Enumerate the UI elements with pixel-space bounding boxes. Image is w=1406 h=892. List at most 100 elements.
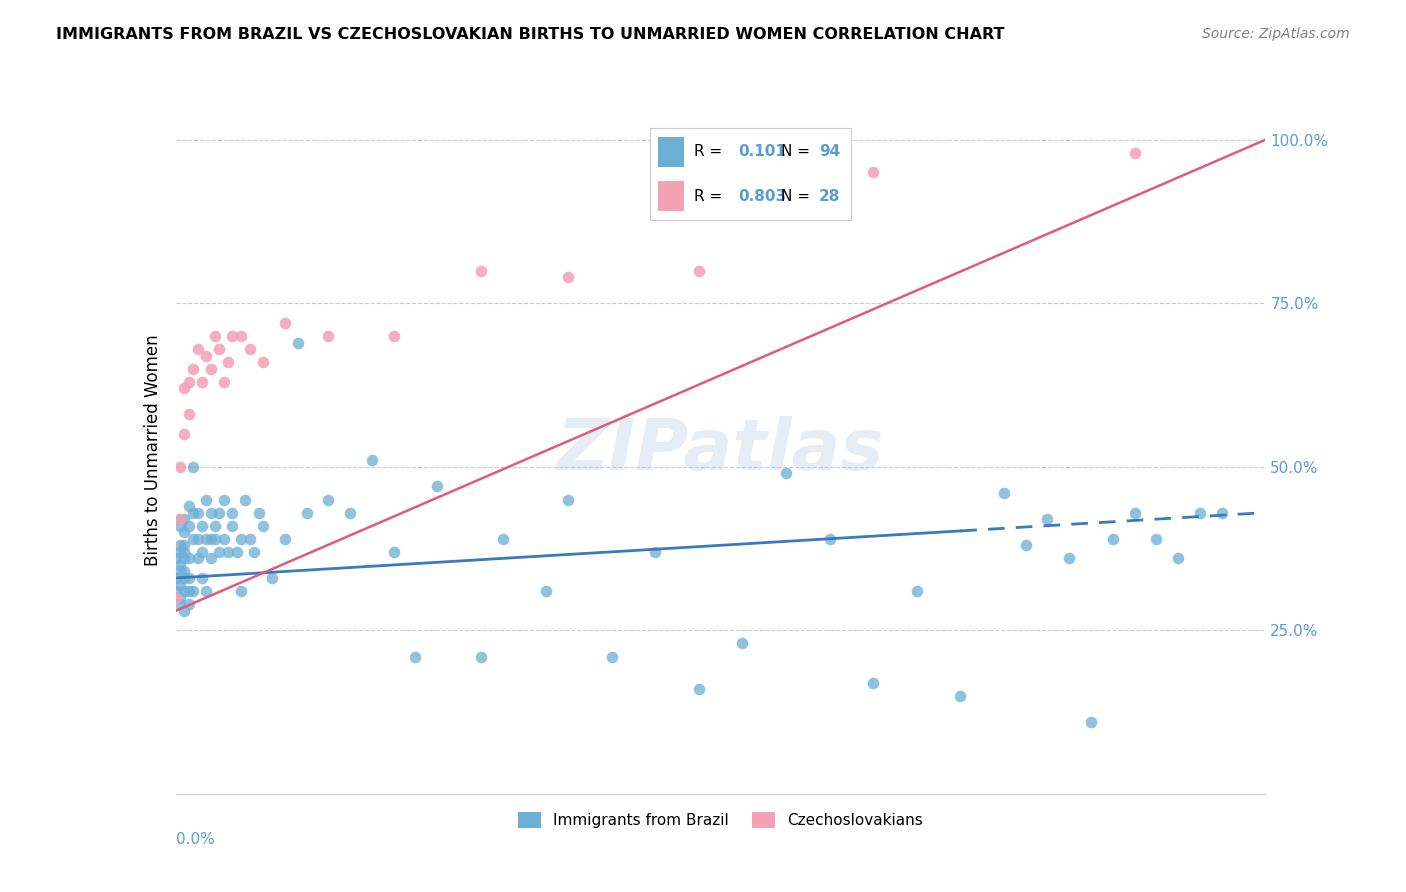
Point [862, 165, 884, 179]
Point [195, 532, 218, 546]
Point [231, 532, 253, 546]
Point [221, 518, 243, 533]
Point [775, 467, 797, 481]
Point [181, 506, 204, 520]
Point [231, 329, 253, 343]
Point [173, 571, 195, 585]
Text: IMMIGRANTS FROM BRAZIL VS CZECHOSLOVAKIAN BIRTHS TO UNMARRIED WOMEN CORRELATION : IMMIGRANTS FROM BRAZIL VS CZECHOSLOVAKIA… [56, 27, 1005, 42]
Point [169, 545, 191, 559]
Point [239, 532, 262, 546]
Point [169, 512, 191, 526]
Point [1080, 714, 1102, 729]
Point [191, 545, 214, 559]
Point [169, 538, 191, 552]
Point [181, 532, 204, 546]
Point [221, 329, 243, 343]
Point [169, 459, 191, 474]
Text: ZIPatlas: ZIPatlas [557, 416, 884, 485]
Point [318, 492, 340, 507]
Point [195, 349, 218, 363]
Point [177, 375, 200, 389]
Point [191, 518, 214, 533]
Text: Source: ZipAtlas.com: Source: ZipAtlas.com [1202, 27, 1350, 41]
Point [165, 584, 187, 599]
Point [993, 486, 1015, 500]
Point [169, 558, 191, 572]
Point [1144, 532, 1167, 546]
Point [470, 263, 492, 277]
Point [173, 604, 195, 618]
Point [818, 532, 841, 546]
Point [165, 571, 187, 585]
Point [173, 565, 195, 579]
Point [212, 375, 235, 389]
Point [208, 342, 231, 356]
Point [252, 355, 274, 369]
Point [173, 545, 195, 559]
Point [1015, 538, 1038, 552]
Point [239, 342, 262, 356]
Point [1211, 506, 1233, 520]
Point [177, 571, 200, 585]
Point [186, 506, 209, 520]
Point [165, 591, 187, 605]
Point [688, 682, 710, 697]
Point [195, 492, 218, 507]
Point [260, 571, 283, 585]
Point [169, 512, 191, 526]
Point [905, 584, 928, 599]
Point [177, 408, 200, 422]
Point [173, 551, 195, 566]
Point [181, 459, 204, 474]
Point [204, 532, 226, 546]
Point [186, 551, 209, 566]
Point [173, 381, 195, 395]
Point [217, 545, 239, 559]
Point [318, 329, 340, 343]
Point [225, 545, 247, 559]
Point [177, 499, 200, 513]
Point [186, 342, 209, 356]
Point [360, 453, 382, 467]
Point [295, 506, 318, 520]
Point [173, 525, 195, 540]
Point [557, 492, 579, 507]
Point [243, 545, 266, 559]
Point [173, 427, 195, 442]
Point [186, 532, 209, 546]
Point [382, 329, 405, 343]
Point [534, 584, 557, 599]
Point [200, 361, 222, 376]
Point [204, 518, 226, 533]
Point [470, 649, 492, 664]
Point [173, 584, 195, 599]
Point [339, 506, 361, 520]
Point [644, 545, 666, 559]
Point [181, 584, 204, 599]
Y-axis label: Births to Unmarried Women: Births to Unmarried Women [143, 334, 162, 566]
Point [200, 506, 222, 520]
Point [200, 532, 222, 546]
Point [181, 361, 204, 376]
Point [274, 532, 297, 546]
Point [169, 518, 191, 533]
Point [173, 538, 195, 552]
Point [173, 512, 195, 526]
Point [169, 565, 191, 579]
Legend: Immigrants from Brazil, Czechoslovakians: Immigrants from Brazil, Czechoslovakians [512, 806, 929, 834]
Point [212, 532, 235, 546]
Point [217, 355, 239, 369]
Point [169, 597, 191, 611]
Point [557, 270, 579, 285]
Point [204, 329, 226, 343]
Point [731, 636, 754, 650]
Point [212, 492, 235, 507]
Point [274, 316, 297, 330]
Point [426, 479, 449, 493]
Point [177, 584, 200, 599]
Point [382, 545, 405, 559]
Point [600, 649, 623, 664]
Point [492, 532, 515, 546]
Text: 0.0%: 0.0% [176, 831, 215, 847]
Point [177, 518, 200, 533]
